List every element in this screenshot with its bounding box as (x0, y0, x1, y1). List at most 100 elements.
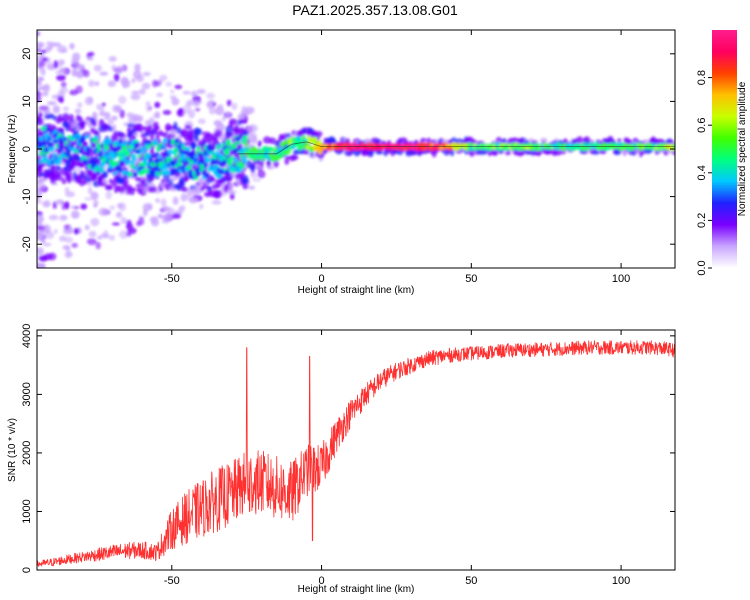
y-tick-label: 10 (21, 95, 33, 107)
ridge-blob (78, 149, 82, 154)
noise-blob (182, 90, 191, 95)
noise-blob (107, 80, 115, 87)
noise-blob (208, 107, 216, 115)
ridge-blob (196, 145, 201, 152)
noise-blob (231, 102, 238, 111)
noise-blob (99, 71, 109, 76)
ridge-blob (38, 151, 44, 156)
noise-blob (71, 242, 79, 248)
halo-blob (426, 137, 432, 144)
noise-blob (88, 230, 97, 238)
noise-blob (75, 85, 83, 94)
halo-blob (194, 135, 199, 143)
ridge-blob (137, 154, 142, 158)
halo-blob (487, 150, 493, 157)
ridge-blob (139, 149, 145, 154)
ridge-blob (239, 163, 245, 170)
ridge-blob (99, 144, 104, 148)
ridge-blob (215, 145, 220, 150)
halo-blob (284, 157, 290, 165)
noise-blob (159, 74, 168, 82)
noise-blob (148, 117, 155, 123)
ridge-blob (105, 145, 110, 151)
noise-blob (185, 100, 194, 107)
halo-blob (251, 136, 258, 145)
ridge-blob (52, 152, 57, 157)
noise-blob (172, 196, 179, 205)
noise-blob (88, 79, 95, 87)
noise-blob (37, 48, 42, 53)
noise-blob (61, 201, 66, 211)
halo-blob (191, 187, 200, 194)
noise-blob (93, 200, 99, 206)
noise-blob (37, 31, 41, 37)
noise-blob (136, 220, 141, 227)
noise-blob (37, 109, 42, 113)
ridge-blob (40, 126, 47, 132)
noise-blob (109, 205, 115, 211)
ridge-blob (45, 127, 50, 132)
ridge-center-line (237, 141, 675, 155)
noise-blob (64, 186, 70, 194)
ridge-blob (205, 158, 212, 162)
halo-blob (92, 119, 97, 127)
noise-blob (154, 111, 161, 119)
halo-blob (117, 186, 126, 193)
noise-blob (73, 228, 80, 235)
spectrogram-x-label: Height of straight line (km) (298, 285, 415, 296)
noise-blob (46, 101, 57, 106)
spectrogram-panel: -50 0 50 100 -20 -10 0 10 20 Height of straight… (7, 29, 676, 296)
noise-blob (257, 140, 262, 148)
halo-blob (102, 170, 109, 179)
ridge-blob (173, 153, 178, 158)
ridge-blob (177, 162, 183, 167)
noise-blob (77, 102, 83, 108)
noise-blob (133, 70, 142, 80)
halo-blob (592, 150, 600, 155)
y-tick-label: 4000 (21, 324, 33, 348)
colorbar-bar (712, 30, 737, 268)
noise-blob (87, 187, 93, 195)
noise-blob (108, 56, 117, 62)
noise-blob (105, 190, 112, 200)
halo-blob (278, 135, 285, 142)
noise-blob (199, 203, 204, 210)
noise-blob (101, 112, 111, 116)
ridge-blob (204, 172, 210, 179)
halo-blob (282, 133, 288, 141)
ridge-blob (156, 170, 161, 177)
noise-blob (171, 213, 182, 219)
noise-blob (37, 247, 44, 256)
noise-blob (66, 245, 71, 255)
ridge-blob (125, 160, 132, 164)
noise-blob (40, 239, 46, 244)
ridge-blob (311, 136, 318, 143)
ridge-blob (170, 170, 176, 176)
noise-blob (76, 63, 84, 71)
snr-y-ticks: 0 1000 2000 3000 4000 (21, 324, 675, 573)
halo-blob (363, 149, 369, 156)
noise-blob (116, 211, 122, 218)
noise-blob (37, 41, 45, 48)
snr-x-ticks: -50 0 50 100 (164, 330, 630, 587)
noise-blob (197, 118, 206, 125)
noise-blob (111, 104, 120, 113)
halo-blob (103, 178, 108, 185)
noise-blob (57, 96, 64, 103)
ridge-blob (173, 147, 179, 153)
halo-blob (293, 155, 299, 160)
noise-blob (74, 108, 82, 114)
noise-blob (188, 197, 198, 204)
y-tick-label: -10 (21, 189, 33, 205)
halo-blob (173, 121, 178, 130)
halo-blob (622, 149, 627, 157)
halo-blob (617, 138, 622, 144)
snr-x-label: Height of straight line (km) (298, 584, 415, 595)
ridge-blob (86, 150, 91, 156)
colorbar-tick-label: 0.8 (696, 70, 708, 85)
halo-blob (230, 171, 236, 178)
ridge-blob (63, 137, 68, 141)
noise-blob (111, 115, 118, 121)
noise-blob (154, 101, 161, 108)
halo-blob (154, 125, 160, 130)
